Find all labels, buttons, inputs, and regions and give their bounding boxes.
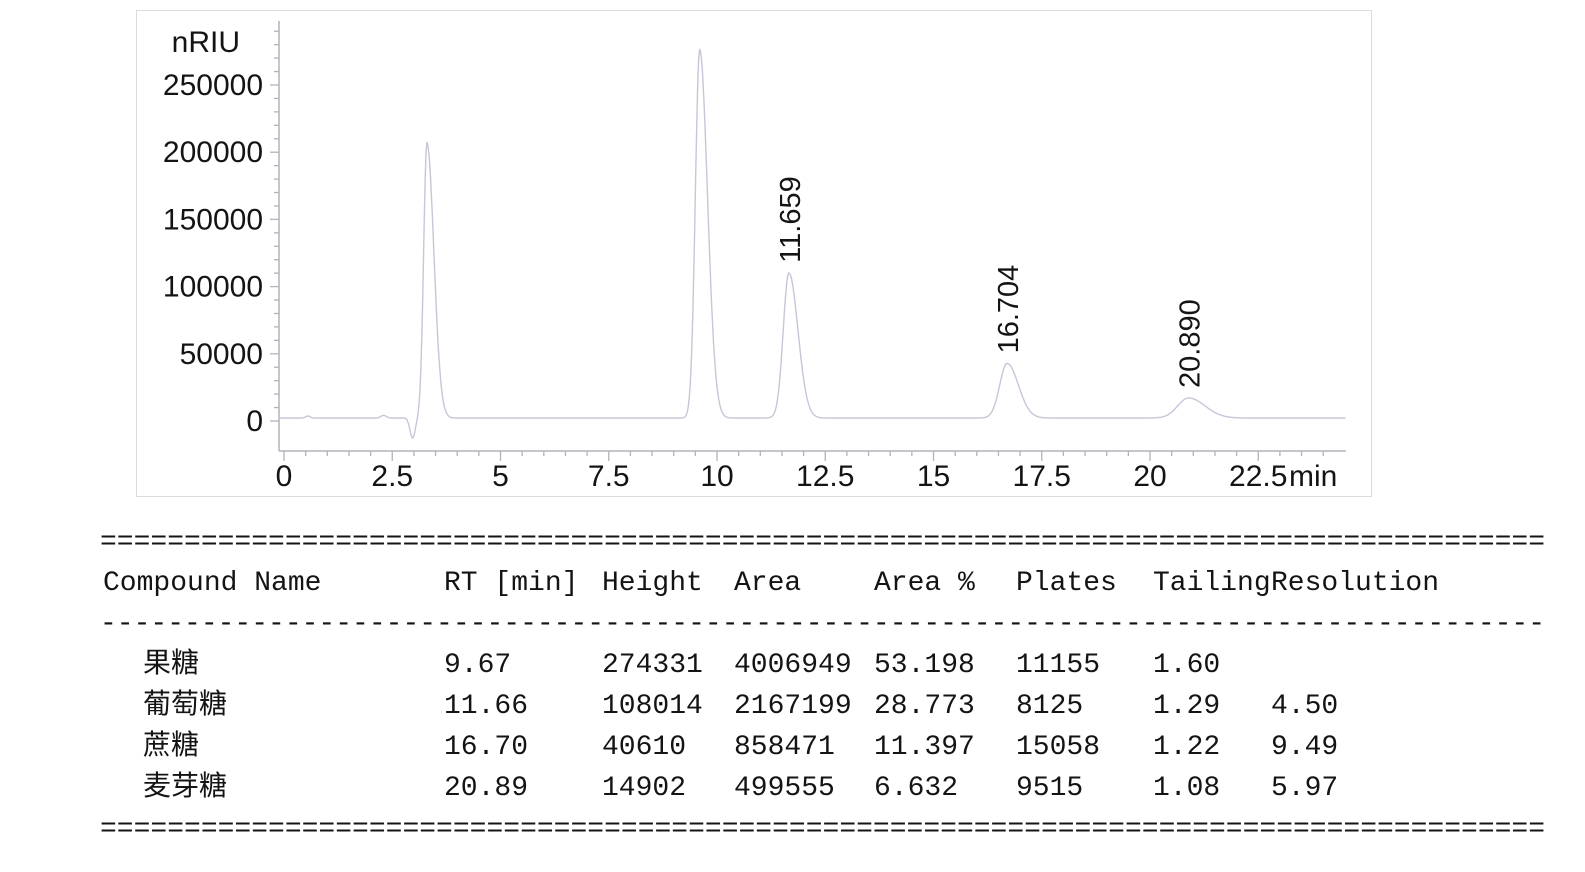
table-cell: 499555 — [734, 773, 835, 804]
x-tick-label: 5 — [492, 460, 509, 493]
x-tick-label: 0 — [276, 460, 293, 493]
table-cell: 1.08 — [1153, 773, 1221, 804]
y-tick-label: 150000 — [163, 203, 263, 236]
y-axis-title: nRIU — [172, 26, 240, 59]
x-tick-label: 7.5 — [588, 460, 630, 493]
column-header: Tailing — [1153, 568, 1271, 599]
column-header: Compound Name — [103, 568, 322, 599]
table-separator-top: ========================================… — [100, 527, 1545, 558]
table-cell: 1.22 — [1153, 732, 1221, 763]
peak-rt-label: 11.659 — [775, 176, 807, 263]
x-tick-label: 2.5 — [371, 460, 413, 493]
table-row: 麦芽糖 20.89 14902 499555 6.632 9515 1.08 5.97 — [100, 768, 1545, 809]
peak-rt-label: 16.704 — [993, 265, 1025, 354]
table-cell: 麦芽糖 — [143, 773, 228, 804]
table-separator-mid: ----------------------------------------… — [100, 609, 1545, 640]
table-cell: 1.60 — [1153, 650, 1221, 681]
table-cell: 9.49 — [1271, 732, 1339, 763]
x-tick-label: 12.5 — [796, 460, 854, 493]
y-tick-label: 200000 — [163, 136, 263, 169]
table-cell — [1271, 645, 1545, 686]
table-cell: 4006949 — [734, 650, 852, 681]
table-body: 果糖 9.67 274331 4006949 53.198 11155 1.60 葡萄糖 11.… — [100, 645, 1545, 809]
column-header: Area % — [874, 568, 975, 599]
table-cell: 果糖 — [143, 650, 200, 681]
x-tick-label: 17.5 — [1013, 460, 1071, 493]
table-cell: 40610 — [602, 732, 687, 763]
x-tick-label: 10 — [700, 460, 733, 493]
table-cell: 15058 — [1016, 732, 1101, 763]
table-cell: 20.89 — [444, 773, 529, 804]
column-header: Plates — [1016, 568, 1117, 599]
y-tick-label: 100000 — [163, 271, 263, 304]
table-cell: 1.29 — [1153, 691, 1221, 722]
column-header: Area — [734, 568, 802, 599]
y-tick-label: 0 — [246, 405, 263, 438]
peak-table: ========================================… — [100, 522, 1545, 850]
table-cell: 葡萄糖 — [143, 691, 228, 722]
table-row: 蔗糖 16.70 40610 858471 11.397 15058 1.22 9.49 — [100, 727, 1545, 768]
table-row: 果糖 9.67 274331 4006949 53.198 11155 1.60 — [100, 645, 1545, 686]
peak-rt-label: 20.890 — [1175, 299, 1207, 388]
table-cell: 53.198 — [874, 650, 975, 681]
table-header-row: Compound Name RT [min] Height Area Area % Pla… — [100, 563, 1545, 604]
x-tick-label: 15 — [917, 460, 950, 493]
column-header: Height — [602, 568, 703, 599]
table-cell: 108014 — [602, 691, 703, 722]
table-cell: 11155 — [1016, 650, 1101, 681]
table-cell: 274331 — [602, 650, 703, 681]
table-cell: 5.97 — [1271, 773, 1339, 804]
chromatogram-trace — [278, 48, 1346, 439]
table-cell: 8125 — [1016, 691, 1084, 722]
table-cell: 2167199 — [734, 691, 852, 722]
trace-layer — [278, 48, 1346, 439]
chromatogram-plot: nRIU min 0500001000001500002000002500000… — [163, 21, 1346, 493]
table-cell: 9515 — [1016, 773, 1084, 804]
table-cell: 11.66 — [444, 691, 529, 722]
table-cell: 858471 — [734, 732, 835, 763]
x-axis-unit: min — [1289, 460, 1337, 493]
column-header: Resolution — [1271, 568, 1440, 599]
table-cell: 28.773 — [874, 691, 975, 722]
table-cell: 4.50 — [1271, 691, 1339, 722]
y-tick-label: 50000 — [180, 338, 263, 371]
chromatogram-frame: nRIU min 0 50000 100000 150000 200000 250000 0… — [136, 10, 1372, 497]
table-separator-bottom: ========================================… — [100, 814, 1545, 845]
table-cell: 9.67 — [444, 650, 512, 681]
table-row: 葡萄糖 11.66 108014 2167199 28.773 8125 1.29 4.50 — [100, 686, 1545, 727]
x-tick-label: 22.5 — [1229, 460, 1287, 493]
x-tick-label: 20 — [1133, 460, 1166, 493]
column-header: RT [min] — [444, 568, 579, 599]
table-cell: 14902 — [602, 773, 687, 804]
axes-layer: 0 50000 100000 150000 200000 250000 0 2.5 5 7.5 10… — [163, 21, 1346, 493]
y-tick-label: 250000 — [163, 69, 263, 102]
table-cell: 蔗糖 — [143, 732, 200, 763]
table-cell: 11.397 — [874, 732, 975, 763]
peak-label-layer: 11.659 16.704 20.890 — [775, 176, 1207, 388]
table-cell: 16.70 — [444, 732, 529, 763]
table-cell: 6.632 — [874, 773, 959, 804]
